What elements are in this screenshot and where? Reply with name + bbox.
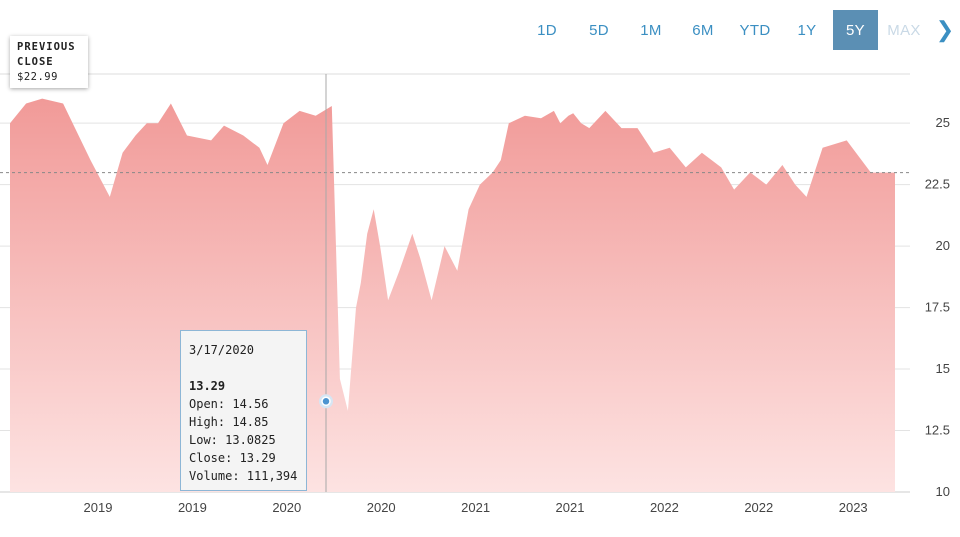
y-tick-label: 22.5 (925, 177, 950, 192)
range-ytd-button[interactable]: YTD (739, 21, 771, 39)
x-tick-label: 2019 (84, 500, 113, 515)
x-tick-label: 2023 (839, 500, 868, 515)
previous-close-value: $22.99 (17, 71, 58, 83)
tooltip-low: Low: 13.0825 (189, 433, 276, 447)
y-tick-label: 10 (936, 484, 950, 499)
range-selector: 1D 5D 1M 6M YTD 1Y 5Y MAX ❯ (521, 10, 960, 50)
range-6m-button[interactable]: 6M (692, 21, 714, 39)
tooltip-price: 13.29 (189, 379, 226, 393)
range-5d-button[interactable]: 5D (589, 21, 609, 39)
chevron-right-icon[interactable]: ❯ (935, 17, 955, 42)
range-max-button[interactable]: MAX (887, 21, 921, 39)
y-tick-label: 25 (936, 115, 950, 130)
price-area (10, 98, 895, 492)
range-1m-button[interactable]: 1M (640, 21, 662, 39)
x-tick-label: 2020 (272, 500, 301, 515)
y-tick-label: 17.5 (925, 300, 950, 315)
x-tick-label: 2022 (744, 500, 773, 515)
previous-close-box: PREVIOUS CLOSE $22.99 (10, 36, 88, 88)
tooltip-date: 3/17/2020 (189, 343, 255, 357)
x-tick-label: 2019 (178, 500, 207, 515)
x-tick-label: 2021 (556, 500, 585, 515)
range-5y-button[interactable]: 5Y (833, 10, 878, 50)
y-tick-label: 20 (936, 238, 950, 253)
y-tick-label: 12.5 (925, 423, 950, 438)
x-tick-label: 2022 (650, 500, 679, 515)
price-tooltip: 3/17/2020 13.29 Open: 14.56 High: 14.85 … (180, 330, 307, 491)
range-1y-button[interactable]: 1Y (797, 21, 817, 39)
tooltip-close: Close: 13.29 (189, 451, 276, 465)
x-tick-label: 2020 (367, 500, 396, 515)
range-1d-button[interactable]: 1D (537, 21, 557, 39)
tooltip-volume: Volume: 111,394 (189, 469, 298, 483)
tooltip-open: Open: 14.56 (189, 397, 269, 411)
x-tick-label: 2021 (461, 500, 490, 515)
tooltip-high: High: 14.85 (189, 415, 269, 429)
y-tick-label: 15 (936, 361, 950, 376)
crosshair-point (321, 396, 331, 407)
previous-close-label: PREVIOUS CLOSE (17, 41, 76, 68)
